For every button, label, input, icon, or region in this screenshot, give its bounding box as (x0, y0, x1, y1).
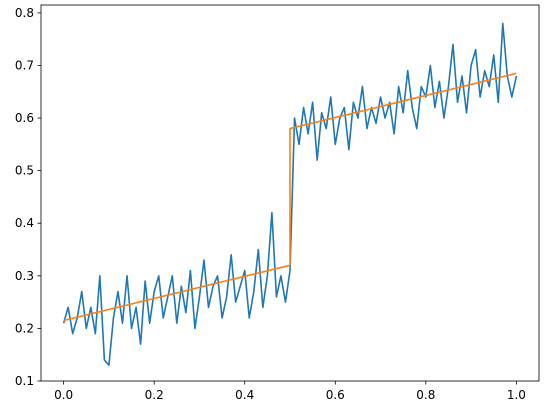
x-tick-label-1: 0.2 (145, 388, 164, 402)
y-axis-ticks: 0.1 0.2 0.3 0.4 0.5 0.6 0.7 0.8 (15, 6, 41, 388)
x-tick-label-0: 0.0 (54, 388, 73, 402)
x-tick-label-3: 0.6 (326, 388, 345, 402)
y-tick-label-4: 0.5 (15, 164, 34, 178)
x-axis-ticks: 0.0 0.2 0.4 0.6 0.8 1.0 (54, 381, 526, 402)
y-tick-label-3: 0.4 (15, 216, 34, 230)
y-tick-label-1: 0.2 (15, 321, 34, 335)
y-tick-label-5: 0.6 (15, 111, 34, 125)
y-tick-label-2: 0.3 (15, 269, 34, 283)
x-tick-label-2: 0.4 (235, 388, 254, 402)
series-line-1 (63, 72, 517, 322)
x-tick-label-5: 1.0 (507, 388, 526, 402)
y-tick-label-7: 0.8 (15, 6, 34, 20)
series-layer (62, 22, 518, 367)
x-tick-label-4: 0.8 (416, 388, 435, 402)
series-line-0 (62, 22, 518, 367)
y-tick-label-6: 0.7 (15, 58, 34, 72)
y-tick-label-0: 0.1 (15, 374, 34, 388)
plot-frame (40, 4, 540, 382)
